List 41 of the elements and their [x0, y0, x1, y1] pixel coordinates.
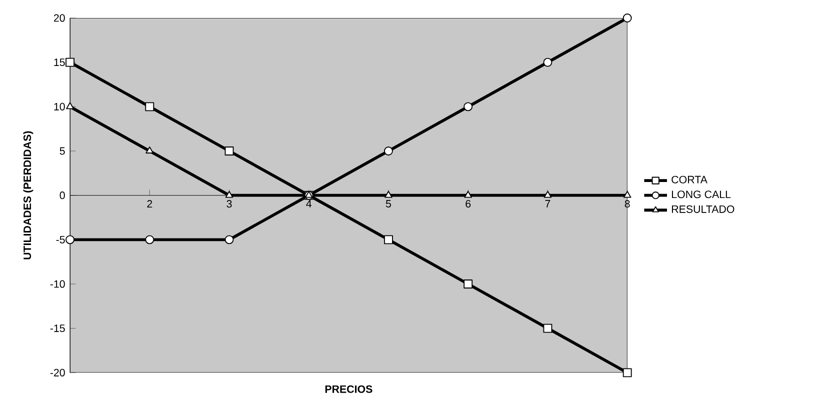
y-tick-label: -15 — [50, 324, 65, 332]
y-tick-label: -20 — [50, 368, 65, 376]
point — [145, 235, 154, 244]
x-tick-label: 4 — [306, 200, 312, 208]
point — [623, 190, 632, 198]
x-tick-label: 7 — [545, 200, 550, 208]
point — [225, 190, 234, 198]
x-tick-label: 3 — [226, 200, 232, 208]
point — [224, 235, 234, 244]
point — [66, 58, 74, 67]
point — [464, 102, 473, 111]
point — [384, 235, 393, 244]
x-tick-label: 5 — [386, 200, 391, 208]
x-axis-title: PRECIOS — [325, 385, 372, 393]
point — [544, 190, 552, 198]
point — [384, 146, 393, 156]
legend-label: LONG CALL — [672, 190, 731, 198]
point — [622, 13, 632, 22]
legend-label: CORTA — [672, 176, 708, 184]
point — [146, 146, 154, 154]
y-tick-label: 15 — [54, 58, 65, 66]
legend-label: RESULTADO — [672, 205, 734, 213]
y-tick-label: 20 — [54, 14, 65, 22]
point — [66, 235, 74, 244]
point — [304, 190, 313, 198]
point — [543, 324, 552, 333]
point — [464, 190, 472, 198]
point — [464, 279, 473, 288]
y-tick-label: 0 — [60, 191, 65, 199]
y-tick-label: -10 — [50, 280, 65, 288]
y-tick-label: -5 — [56, 236, 65, 244]
point — [145, 102, 154, 111]
y-tick-label: 5 — [60, 147, 65, 155]
point — [622, 368, 632, 377]
y-axis-title: UTILIDADES (PERDIDAS) — [23, 131, 34, 260]
x-tick-label: 2 — [147, 200, 152, 208]
point — [543, 58, 552, 67]
y-tick-label: 10 — [54, 102, 65, 110]
point — [384, 190, 392, 198]
point — [224, 146, 234, 156]
x-tick-label: 6 — [466, 200, 471, 208]
